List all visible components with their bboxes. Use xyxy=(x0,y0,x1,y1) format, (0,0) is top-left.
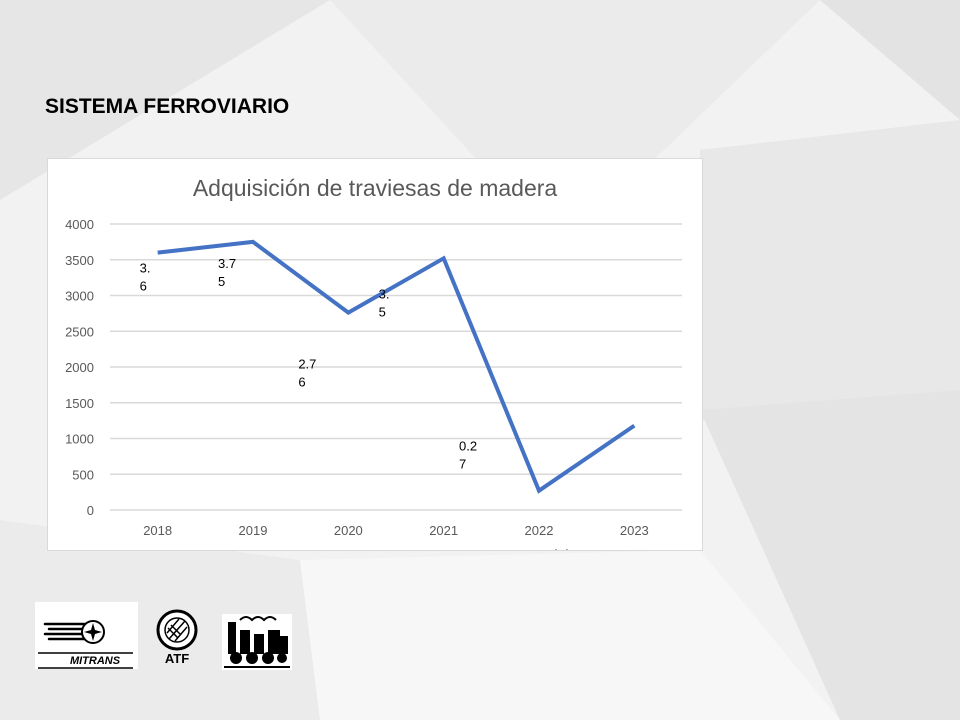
data-series xyxy=(157,239,636,494)
mitrans-logo: MITRANS xyxy=(35,602,138,669)
y-tick-label: 2500 xyxy=(65,324,94,339)
data-label-line: 5 xyxy=(379,304,386,319)
chart-container: Adquisición de traviesas de madera 0 500 1… xyxy=(47,158,703,551)
chart-title: Adquisición de traviesas de madera xyxy=(193,175,558,201)
data-label: 3.75 xyxy=(218,256,236,289)
data-label-line: 5 xyxy=(218,274,225,289)
data-label-line: 1.1 xyxy=(552,547,570,550)
y-tick-label: 1000 xyxy=(65,432,94,447)
data-label: 0.27 xyxy=(459,439,477,472)
x-tick-label: 2018 xyxy=(143,523,172,538)
data-label-line: 6 xyxy=(298,375,305,390)
series-line xyxy=(157,239,636,494)
data-labels: 3.63.752.763.50.271.18 xyxy=(140,256,571,550)
data-label-line: 7 xyxy=(459,457,466,472)
data-label-line: 3. xyxy=(379,286,390,301)
data-label-line: 3.7 xyxy=(218,256,236,271)
slide-title: SISTEMA FERROVIARIO xyxy=(45,95,290,118)
atf-logo: ATF xyxy=(156,609,198,666)
y-tick-label: 4000 xyxy=(65,217,94,232)
x-tick-label: 2022 xyxy=(525,523,554,538)
data-label: 2.76 xyxy=(298,357,316,390)
x-tick-label: 2023 xyxy=(620,523,649,538)
x-tick-label: 2021 xyxy=(429,523,458,538)
y-tick-label: 3000 xyxy=(65,289,94,304)
atf-label: ATF xyxy=(165,651,189,666)
x-tick-label: 2020 xyxy=(334,523,363,538)
data-label: 3.6 xyxy=(140,261,151,294)
y-tick-label: 500 xyxy=(72,467,94,482)
y-axis-ticks: 0 500 1000 1500 2000 2500 3000 3500 4000 xyxy=(65,217,94,518)
y-tick-label: 3500 xyxy=(65,253,94,268)
mitrans-label: MITRANS xyxy=(70,655,121,667)
y-tick-label: 2000 xyxy=(65,360,94,375)
y-tick-label: 0 xyxy=(87,503,94,518)
line-chart: Adquisición de traviesas de madera 0 500 1… xyxy=(65,175,682,550)
data-label-line: 0.2 xyxy=(459,439,477,454)
data-label: 3.5 xyxy=(379,286,390,319)
data-label-line: 6 xyxy=(140,279,147,294)
gridlines xyxy=(110,223,682,511)
x-axis-ticks: 2018 2019 2020 2021 2022 2023 xyxy=(143,523,649,538)
data-label-line: 2.7 xyxy=(298,357,316,372)
data-label: 1.18 xyxy=(552,547,570,550)
data-label-line: 3. xyxy=(140,261,151,276)
x-tick-label: 2019 xyxy=(239,523,268,538)
y-tick-label: 1500 xyxy=(65,396,94,411)
train-logo xyxy=(222,614,292,670)
